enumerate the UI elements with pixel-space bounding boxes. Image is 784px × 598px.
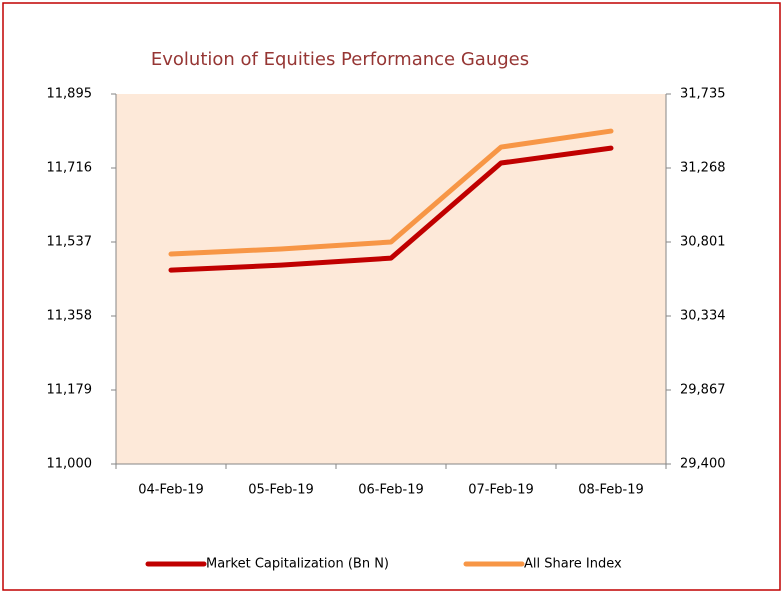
y-tick-label: 11,537 [47,235,93,250]
y-tick-label: 11,179 [47,383,93,398]
y2-tick-label: 31,735 [680,87,726,102]
y-tick-label: 11,895 [47,87,93,102]
y2-tick-label: 29,867 [680,383,726,398]
y-tick-label: 11,000 [47,457,93,472]
y-tick-label: 11,716 [47,161,93,176]
x-tick-label: 07-Feb-19 [468,483,533,498]
x-tick-label: 05-Feb-19 [248,483,313,498]
y2-tick-label: 31,268 [680,161,726,176]
y2-tick-label: 29,400 [680,457,726,472]
series-line [168,145,614,273]
x-tick-label: 08-Feb-19 [578,483,643,498]
y2-tick-label: 30,334 [680,309,726,324]
series-line [168,128,614,257]
y-tick-label: 11,358 [47,309,93,324]
y2-tick-label: 30,801 [680,235,726,250]
x-tick-label: 04-Feb-19 [138,483,203,498]
legend-label: All Share Index [524,557,622,572]
plot-area [116,94,666,464]
chart-title: Evolution of Equities Performance Gauges [151,49,529,70]
legend-label: Market Capitalization (Bn N) [206,557,389,572]
x-tick-label: 06-Feb-19 [358,483,423,498]
